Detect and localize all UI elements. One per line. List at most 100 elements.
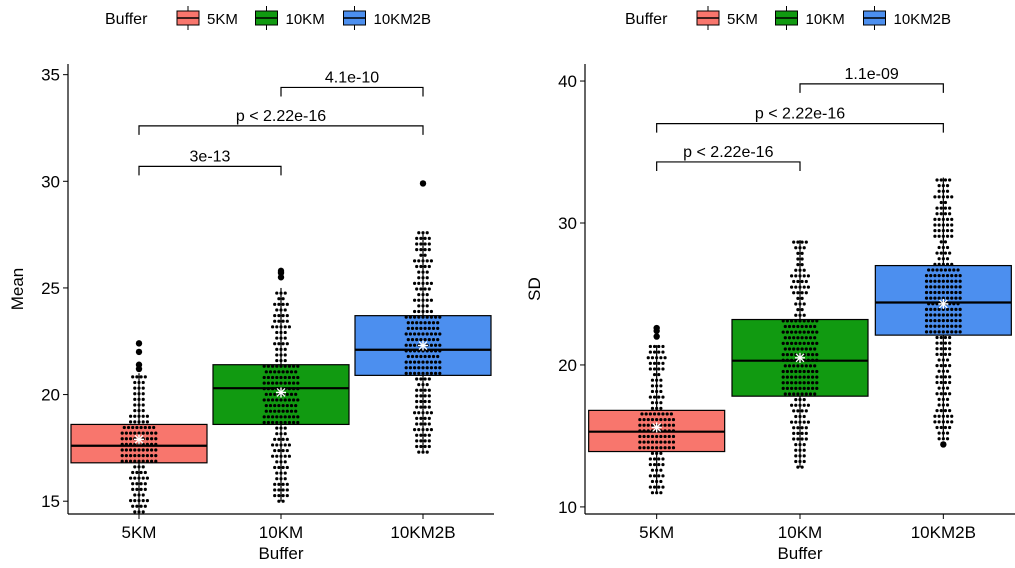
data-point	[924, 285, 929, 289]
data-point	[275, 347, 279, 351]
data-point	[948, 302, 952, 306]
data-point	[124, 459, 128, 463]
data-point	[945, 420, 950, 424]
data-point	[271, 443, 275, 447]
data-point	[941, 330, 945, 334]
data-point	[421, 304, 425, 308]
data-point	[671, 446, 676, 450]
data-point	[661, 367, 665, 371]
data-point	[781, 353, 785, 357]
data-point	[929, 324, 933, 328]
data-point	[137, 465, 141, 469]
data-point	[292, 420, 296, 425]
data-point	[425, 281, 429, 286]
data-point	[945, 414, 950, 418]
data-point	[800, 324, 804, 329]
data-point	[667, 434, 671, 439]
data-point	[815, 330, 819, 334]
data-point	[941, 358, 945, 362]
data-point	[787, 347, 792, 351]
data-point	[638, 417, 642, 422]
data-point	[135, 482, 139, 486]
data-point	[956, 302, 960, 306]
x-tick-label: 10KM2B	[390, 523, 455, 542]
data-point	[945, 184, 950, 188]
data-point	[141, 409, 145, 413]
data-point	[283, 325, 287, 329]
data-point	[652, 372, 657, 377]
data-point	[939, 212, 943, 216]
data-point	[806, 353, 811, 357]
data-point	[939, 341, 943, 345]
data-point	[137, 499, 141, 503]
data-point	[129, 414, 133, 418]
data-point	[815, 375, 819, 379]
data-point	[404, 315, 408, 319]
data-point	[943, 268, 948, 272]
data-point	[413, 411, 417, 415]
data-point	[659, 389, 663, 394]
data-point	[120, 442, 124, 446]
data-point	[798, 369, 802, 374]
data-point	[143, 504, 147, 508]
data-point	[417, 383, 421, 387]
data-point	[929, 285, 933, 289]
data-point	[285, 392, 289, 396]
data-point	[804, 364, 808, 368]
data-point	[646, 429, 650, 433]
data-point	[283, 443, 287, 447]
data-point	[273, 448, 277, 453]
data-point	[404, 343, 408, 347]
data-point	[794, 341, 798, 346]
mean-mark-d2	[795, 353, 805, 363]
data-point	[281, 370, 285, 374]
data-point	[275, 375, 279, 380]
data-point	[425, 231, 429, 235]
data-point	[413, 259, 417, 263]
data-point	[287, 443, 291, 447]
data-point	[798, 313, 802, 317]
data-point	[413, 366, 417, 370]
y-tick-label: 35	[41, 66, 60, 85]
data-point	[806, 369, 811, 374]
data-point	[937, 279, 941, 283]
data-point	[277, 342, 281, 346]
data-point	[945, 397, 950, 401]
data-point	[277, 482, 281, 486]
data-point	[425, 383, 429, 387]
data-point	[283, 471, 287, 475]
data-point	[419, 338, 423, 342]
data-point	[124, 437, 128, 441]
data-point	[285, 488, 289, 492]
data-point	[935, 251, 939, 255]
data-point	[427, 416, 431, 421]
data-point	[796, 437, 800, 441]
data-point	[948, 425, 952, 430]
data-point	[419, 416, 423, 421]
data-point	[150, 448, 154, 452]
data-point	[800, 263, 804, 267]
data-point	[287, 364, 291, 368]
data-point	[268, 409, 273, 413]
data-point	[794, 268, 798, 272]
data-point	[287, 398, 291, 402]
data-point	[275, 398, 279, 402]
data-point	[937, 386, 941, 390]
data-point	[937, 397, 941, 401]
data-point	[141, 414, 145, 418]
data-point	[296, 387, 300, 391]
data-point	[419, 287, 423, 291]
legend-label-5km: 5KM	[207, 11, 238, 28]
data-point	[655, 479, 659, 484]
data-point	[415, 248, 419, 252]
data-point	[438, 315, 442, 319]
data-point	[145, 454, 149, 458]
legend-key-10km	[255, 6, 278, 30]
data-point	[289, 392, 294, 396]
data-point	[287, 420, 291, 425]
box-10km2b	[354, 180, 492, 454]
data-point	[427, 444, 431, 449]
data-point	[281, 409, 285, 413]
data-point	[811, 375, 815, 379]
data-point	[781, 381, 785, 385]
